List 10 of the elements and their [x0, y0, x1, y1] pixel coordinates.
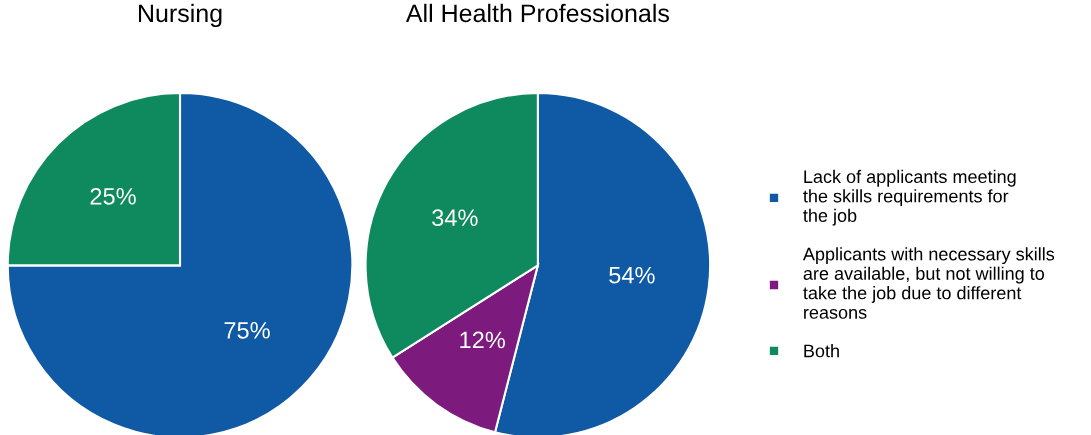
legend-label: Lack of applicants meeting the skills requirements for the job [803, 169, 1016, 226]
data-label: 34% [432, 209, 478, 227]
data-label: 25% [90, 187, 136, 205]
legend-label: Applicants with necessary skills are available, but not willing to take the job due to different reasons [802, 247, 1055, 319]
data-label: 54% [609, 266, 655, 284]
data-label: 75% [224, 322, 270, 339]
chart-title: All Health Professionals [405, 3, 669, 23]
data-label: 12% [460, 331, 505, 349]
legend-label: Both [804, 344, 839, 358]
chart-title: Nursing [139, 3, 222, 28]
